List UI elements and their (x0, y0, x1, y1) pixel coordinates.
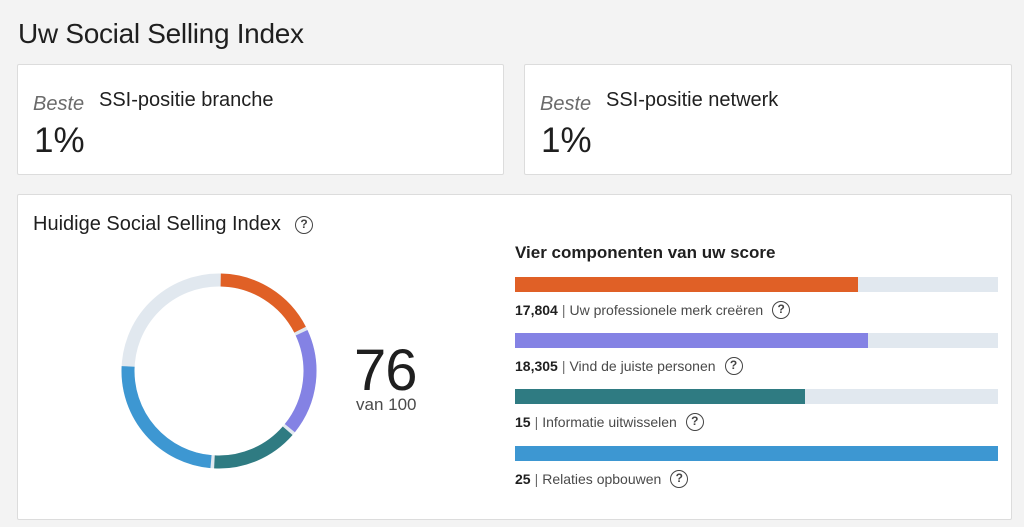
component-name: Vind de juiste personen (569, 358, 716, 374)
component-row: 25 | Relaties opbouwen ? (515, 446, 998, 488)
component-bar-track (515, 333, 998, 348)
component-value: 18,305 (515, 358, 558, 374)
separator: | (561, 302, 566, 318)
rank-qualifier: Beste (540, 93, 592, 115)
component-bar-fill (515, 277, 858, 292)
component-value: 25 (515, 471, 531, 487)
component-label: 25 | Relaties opbouwen ? (515, 470, 998, 488)
component-row: 17,804 | Uw professionele merk creëren ? (515, 277, 998, 319)
component-bar-fill (515, 333, 868, 348)
donut-segment-2 (284, 330, 317, 433)
ssi-donut-chart (121, 273, 317, 469)
donut-segment-1 (220, 273, 306, 333)
component-value: 17,804 (515, 302, 558, 318)
rank-title: SSI-positie netwerk (606, 89, 779, 111)
component-row: 15 | Informatie uitwisselen ? (515, 389, 998, 431)
component-bar-track (515, 277, 998, 292)
ssi-score-max: van 100 (356, 395, 417, 414)
component-name: Relaties opbouwen (542, 471, 662, 487)
component-bar-track (515, 389, 998, 404)
current-ssi-card: Huidige Social Selling Index ? 76 van 10… (17, 194, 1012, 520)
separator: | (561, 358, 566, 374)
separator: | (534, 414, 539, 430)
page-title: Uw Social Selling Index (18, 18, 304, 49)
rank-qualifier: Beste (33, 93, 85, 115)
rank-value: 1% (34, 121, 85, 160)
component-value: 15 (515, 414, 531, 430)
donut-segment-3 (214, 426, 293, 469)
components-heading: Vier componenten van uw score (515, 243, 776, 262)
component-bar-fill (515, 446, 998, 461)
question-circle-icon[interactable]: ? (772, 301, 791, 319)
rank-value: 1% (541, 121, 592, 160)
component-label: 15 | Informatie uitwisselen ? (515, 413, 998, 431)
component-bar-fill (515, 389, 805, 404)
ssi-score: 76 (354, 338, 418, 403)
component-row: 18,305 | Vind de juiste personen ? (515, 333, 998, 375)
component-label: 17,804 | Uw professionele merk creëren ? (515, 301, 998, 319)
current-ssi-title: Huidige Social Selling Index (33, 213, 281, 235)
industry-rank-card: Beste SSI-positie branche 1% (17, 64, 504, 175)
network-rank-card: Beste SSI-positie netwerk 1% (524, 64, 1012, 175)
component-name: Informatie uitwisselen (542, 414, 677, 430)
component-name: Uw professionele merk creëren (569, 302, 764, 318)
rank-title: SSI-positie branche (99, 89, 274, 111)
separator: | (534, 471, 539, 487)
component-bar-track (515, 446, 998, 461)
question-circle-icon[interactable]: ? (295, 216, 313, 234)
question-circle-icon[interactable]: ? (670, 470, 689, 488)
donut-segment-4 (121, 366, 212, 469)
question-circle-icon[interactable]: ? (685, 413, 704, 431)
question-circle-icon[interactable]: ? (724, 357, 743, 375)
component-label: 18,305 | Vind de juiste personen ? (515, 357, 998, 375)
